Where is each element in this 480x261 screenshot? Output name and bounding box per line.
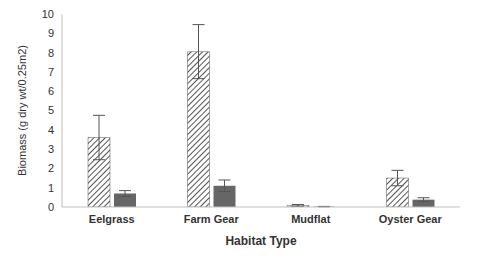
svg-text:Mudflat: Mudflat bbox=[291, 213, 330, 225]
svg-text:3: 3 bbox=[48, 143, 54, 155]
svg-text:Eelgrass: Eelgrass bbox=[89, 213, 135, 225]
svg-text:9: 9 bbox=[48, 27, 54, 39]
svg-text:Oyster Gear: Oyster Gear bbox=[379, 213, 443, 225]
svg-text:1: 1 bbox=[48, 182, 54, 194]
svg-text:7: 7 bbox=[48, 66, 54, 78]
svg-text:Habitat Type: Habitat Type bbox=[225, 234, 296, 248]
svg-text:2: 2 bbox=[48, 162, 54, 174]
svg-text:10: 10 bbox=[42, 8, 54, 20]
svg-text:6: 6 bbox=[48, 85, 54, 97]
svg-text:Biomass (g dry wt/0.25m2): Biomass (g dry wt/0.25m2) bbox=[16, 45, 28, 176]
svg-text:Farm Gear: Farm Gear bbox=[184, 213, 240, 225]
svg-text:0: 0 bbox=[48, 201, 54, 213]
svg-text:4: 4 bbox=[48, 124, 54, 136]
svg-text:5: 5 bbox=[48, 104, 54, 116]
svg-text:8: 8 bbox=[48, 47, 54, 59]
